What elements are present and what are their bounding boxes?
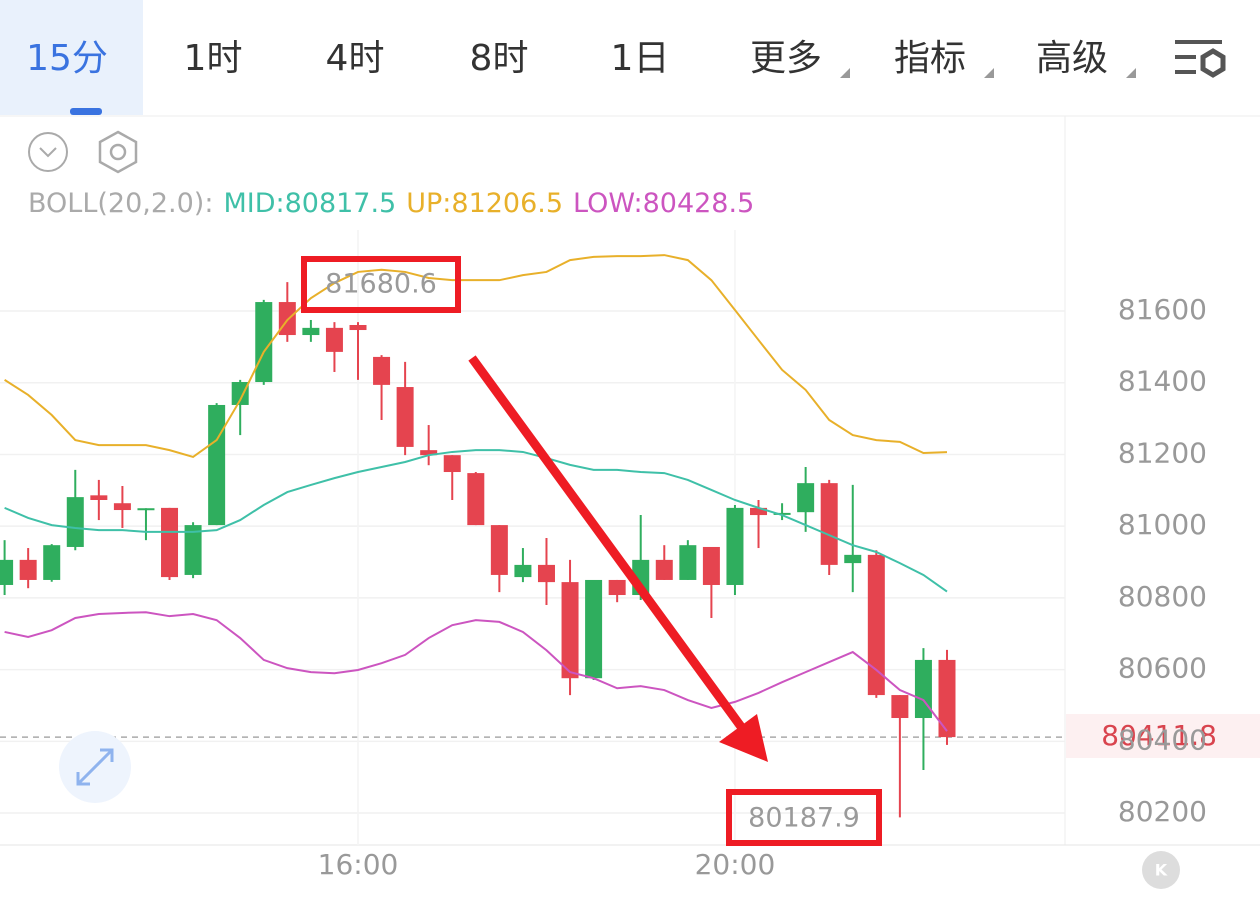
candle-body xyxy=(702,546,720,585)
boll-line xyxy=(4,611,948,732)
candle-body xyxy=(66,497,84,547)
candle-body xyxy=(373,356,391,385)
y-tick-label: 80200 xyxy=(1118,795,1207,828)
candle-body xyxy=(161,507,179,578)
dropdown-caret xyxy=(840,68,850,78)
candle-body xyxy=(90,495,108,500)
candle-body xyxy=(655,559,673,580)
candle-body xyxy=(608,579,626,596)
y-tick-label: 81400 xyxy=(1118,365,1207,398)
candle-body xyxy=(938,659,956,738)
indicator-legend: BOLL(20,2.0): MID:80817.5 UP:81206.5 LOW:80… xyxy=(28,188,754,219)
legend-entry: UP:81206.5 xyxy=(406,188,563,219)
tab[interactable]: 更多 xyxy=(750,38,822,79)
candle-body xyxy=(891,695,909,719)
candle-body xyxy=(113,503,131,511)
indicator-name: BOLL(20,2.0): xyxy=(28,188,213,219)
tab-indicator xyxy=(70,108,102,115)
candle-body xyxy=(349,325,367,331)
last-price-bg xyxy=(1066,714,1260,758)
y-tick-label: 80800 xyxy=(1118,580,1207,613)
last-price-label: 80411.8 xyxy=(1101,719,1217,752)
y-tick-label: 80600 xyxy=(1118,652,1207,685)
candle-body xyxy=(561,582,579,679)
x-tick-label: 16:00 xyxy=(318,848,399,881)
candle-body xyxy=(443,455,461,473)
max-price-label: 81680.6 xyxy=(325,269,437,300)
reset-icon[interactable]: K xyxy=(1142,851,1180,889)
tab[interactable]: 4时 xyxy=(326,38,385,79)
y-tick-label: 81200 xyxy=(1118,436,1207,469)
candle-body xyxy=(208,404,226,526)
candle-body xyxy=(43,545,61,580)
candle-body xyxy=(255,302,273,383)
dropdown-caret xyxy=(1126,68,1136,78)
tab-selected-bg xyxy=(0,0,143,115)
trend-arrow xyxy=(468,355,768,762)
dropdown-caret xyxy=(984,68,994,78)
y-tick-label: 81600 xyxy=(1118,293,1207,326)
candle-body xyxy=(797,483,815,513)
candle-body xyxy=(137,508,155,511)
highlight-box xyxy=(301,256,461,313)
candle-body xyxy=(231,382,249,405)
candle-body xyxy=(396,387,414,447)
collapse-icon[interactable] xyxy=(28,132,68,172)
expand-icon[interactable] xyxy=(59,731,131,803)
tab[interactable]: 8时 xyxy=(470,38,529,79)
tab[interactable]: 1日 xyxy=(611,38,670,79)
tab[interactable]: 高级 xyxy=(1036,38,1108,79)
legend-entry: LOW:80428.5 xyxy=(573,188,754,219)
candle-body xyxy=(750,507,768,516)
highlight-box xyxy=(726,789,882,846)
candle-body xyxy=(773,512,791,515)
candle-body xyxy=(914,659,932,719)
candle-body xyxy=(420,450,438,456)
candle-body xyxy=(537,564,555,583)
boll-line xyxy=(4,449,948,593)
y-tick-label: 81000 xyxy=(1118,508,1207,541)
x-tick-label: 20:00 xyxy=(695,848,776,881)
candle-body xyxy=(325,327,343,352)
candle-body xyxy=(867,554,885,696)
candle-body xyxy=(467,473,485,526)
svg-text:K: K xyxy=(1155,861,1168,880)
candle-body xyxy=(585,579,603,679)
candle-body xyxy=(514,564,532,578)
candle-body xyxy=(820,483,838,565)
plot xyxy=(0,254,956,818)
candle-body xyxy=(278,302,296,336)
candle-body xyxy=(490,525,508,575)
tab[interactable]: 指标 xyxy=(894,38,966,79)
legend-entry: MID:80817.5 xyxy=(223,188,396,219)
boll-line xyxy=(4,254,948,459)
min-price-label: 80187.9 xyxy=(748,803,860,834)
y-tick-label: 80400 xyxy=(1118,723,1207,756)
candle-body xyxy=(0,559,14,585)
candle-body xyxy=(726,507,744,585)
tab[interactable]: 15分 xyxy=(26,38,108,79)
settings-hex-icon[interactable] xyxy=(98,130,138,174)
settings-icon[interactable] xyxy=(1175,40,1226,78)
grid xyxy=(0,230,1260,845)
tab[interactable]: 1时 xyxy=(184,38,243,79)
candle-body xyxy=(844,554,862,564)
candle-body xyxy=(19,559,37,580)
candle-body xyxy=(679,545,697,580)
candle-body xyxy=(184,525,202,575)
candle-body xyxy=(302,327,320,336)
